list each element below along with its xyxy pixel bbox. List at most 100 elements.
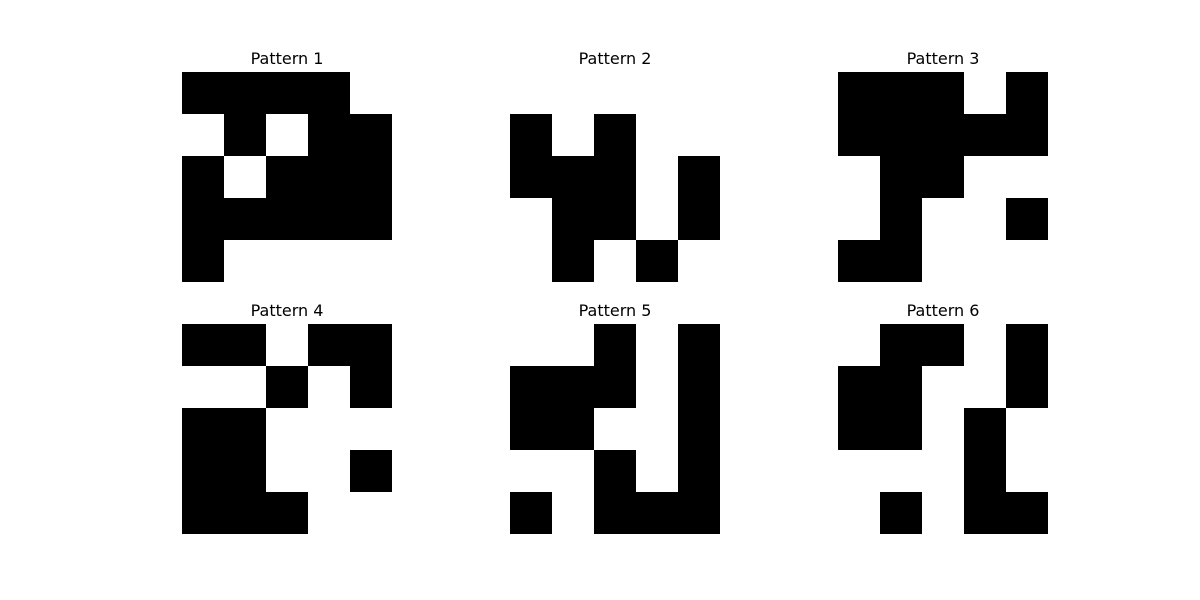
- pattern-6-cell-r4-c1: [838, 450, 880, 492]
- pattern-6-cell-r5-c5: [1006, 492, 1048, 534]
- pattern-4-cell-r2-c3: [266, 366, 308, 408]
- pattern-4-cell-r3-c3: [266, 408, 308, 450]
- pattern-1-cell-r5-c2: [224, 240, 266, 282]
- pattern-6-cell-r5-c4: [964, 492, 1006, 534]
- pattern-3-cell-r5-c4: [964, 240, 1006, 282]
- pattern-3-cell-r4-c5: [1006, 198, 1048, 240]
- pattern-2-cell-r4-c4: [636, 198, 678, 240]
- pattern-2-cell-r5-c5: [678, 240, 720, 282]
- pattern-4-cell-r5-c2: [224, 492, 266, 534]
- pattern-5-cell-r4-c2: [552, 450, 594, 492]
- pattern-1-cell-r2-c4: [308, 114, 350, 156]
- pattern-4-cell-r1-c2: [224, 324, 266, 366]
- pattern-2-cell-r4-c2: [552, 198, 594, 240]
- pattern-2-cell-r1-c4: [636, 72, 678, 114]
- pattern-3-cell-r4-c4: [964, 198, 1006, 240]
- pattern-3-cell-r5-c3: [922, 240, 964, 282]
- pattern-3-cell-r5-c2: [880, 240, 922, 282]
- pattern-5-cell-r4-c1: [510, 450, 552, 492]
- pattern-5-cell-r2-c1: [510, 366, 552, 408]
- pattern-6-cell-r1-c5: [1006, 324, 1048, 366]
- pattern-6-cell-r2-c2: [880, 366, 922, 408]
- pattern-4-cell-r2-c5: [350, 366, 392, 408]
- pattern-grid-2: [510, 72, 720, 282]
- pattern-4-cell-r3-c1: [182, 408, 224, 450]
- pattern-5-cell-r3-c2: [552, 408, 594, 450]
- pattern-1-cell-r1-c1: [182, 72, 224, 114]
- pattern-4-cell-r4-c1: [182, 450, 224, 492]
- pattern-6-cell-r4-c4: [964, 450, 1006, 492]
- pattern-1-cell-r4-c3: [266, 198, 308, 240]
- pattern-panel-2: Pattern 2: [510, 49, 720, 282]
- pattern-4-cell-r5-c5: [350, 492, 392, 534]
- pattern-5-cell-r4-c4: [636, 450, 678, 492]
- pattern-4-cell-r3-c2: [224, 408, 266, 450]
- pattern-2-cell-r5-c3: [594, 240, 636, 282]
- pattern-2-cell-r2-c1: [510, 114, 552, 156]
- pattern-panel-6: Pattern 6: [838, 301, 1048, 534]
- pattern-5-cell-r5-c4: [636, 492, 678, 534]
- pattern-1-cell-r5-c3: [266, 240, 308, 282]
- pattern-2-cell-r3-c4: [636, 156, 678, 198]
- pattern-1-cell-r4-c4: [308, 198, 350, 240]
- pattern-5-cell-r5-c2: [552, 492, 594, 534]
- pattern-4-cell-r5-c4: [308, 492, 350, 534]
- pattern-6-cell-r4-c2: [880, 450, 922, 492]
- pattern-2-cell-r4-c5: [678, 198, 720, 240]
- pattern-3-cell-r3-c2: [880, 156, 922, 198]
- pattern-2-cell-r4-c3: [594, 198, 636, 240]
- pattern-3-cell-r1-c4: [964, 72, 1006, 114]
- pattern-2-cell-r3-c1: [510, 156, 552, 198]
- pattern-6-cell-r2-c3: [922, 366, 964, 408]
- pattern-3-cell-r2-c1: [838, 114, 880, 156]
- pattern-3-cell-r1-c5: [1006, 72, 1048, 114]
- pattern-3-cell-r2-c2: [880, 114, 922, 156]
- pattern-3-cell-r3-c3: [922, 156, 964, 198]
- pattern-6-cell-r2-c4: [964, 366, 1006, 408]
- pattern-4-cell-r2-c4: [308, 366, 350, 408]
- pattern-grid-3: [838, 72, 1048, 282]
- pattern-2-cell-r5-c4: [636, 240, 678, 282]
- pattern-5-cell-r1-c1: [510, 324, 552, 366]
- pattern-6-cell-r3-c1: [838, 408, 880, 450]
- pattern-6-cell-r2-c1: [838, 366, 880, 408]
- pattern-2-cell-r1-c2: [552, 72, 594, 114]
- pattern-3-cell-r3-c1: [838, 156, 880, 198]
- pattern-panel-3: Pattern 3: [838, 49, 1048, 282]
- pattern-3-cell-r1-c3: [922, 72, 964, 114]
- pattern-3-cell-r4-c1: [838, 198, 880, 240]
- panel-title-6: Pattern 6: [907, 301, 980, 320]
- pattern-5-cell-r4-c3: [594, 450, 636, 492]
- pattern-1-cell-r3-c2: [224, 156, 266, 198]
- pattern-4-cell-r5-c1: [182, 492, 224, 534]
- pattern-6-cell-r3-c4: [964, 408, 1006, 450]
- panel-title-4: Pattern 4: [251, 301, 324, 320]
- pattern-2-cell-r5-c1: [510, 240, 552, 282]
- pattern-6-cell-r3-c5: [1006, 408, 1048, 450]
- pattern-1-cell-r1-c3: [266, 72, 308, 114]
- pattern-4-cell-r1-c4: [308, 324, 350, 366]
- pattern-5-cell-r3-c1: [510, 408, 552, 450]
- pattern-6-cell-r1-c1: [838, 324, 880, 366]
- pattern-6-cell-r4-c3: [922, 450, 964, 492]
- pattern-3-cell-r1-c1: [838, 72, 880, 114]
- pattern-1-cell-r4-c5: [350, 198, 392, 240]
- pattern-1-cell-r4-c1: [182, 198, 224, 240]
- pattern-1-cell-r2-c2: [224, 114, 266, 156]
- pattern-5-cell-r5-c3: [594, 492, 636, 534]
- pattern-1-cell-r1-c2: [224, 72, 266, 114]
- pattern-1-cell-r2-c5: [350, 114, 392, 156]
- pattern-2-cell-r2-c5: [678, 114, 720, 156]
- pattern-2-cell-r3-c5: [678, 156, 720, 198]
- pattern-3-cell-r2-c5: [1006, 114, 1048, 156]
- pattern-5-cell-r2-c3: [594, 366, 636, 408]
- pattern-3-cell-r5-c5: [1006, 240, 1048, 282]
- pattern-1-cell-r1-c4: [308, 72, 350, 114]
- panel-title-2: Pattern 2: [579, 49, 652, 68]
- pattern-5-cell-r2-c5: [678, 366, 720, 408]
- pattern-5-cell-r1-c3: [594, 324, 636, 366]
- pattern-5-cell-r3-c3: [594, 408, 636, 450]
- pattern-3-cell-r2-c3: [922, 114, 964, 156]
- pattern-3-cell-r2-c4: [964, 114, 1006, 156]
- pattern-2-cell-r5-c2: [552, 240, 594, 282]
